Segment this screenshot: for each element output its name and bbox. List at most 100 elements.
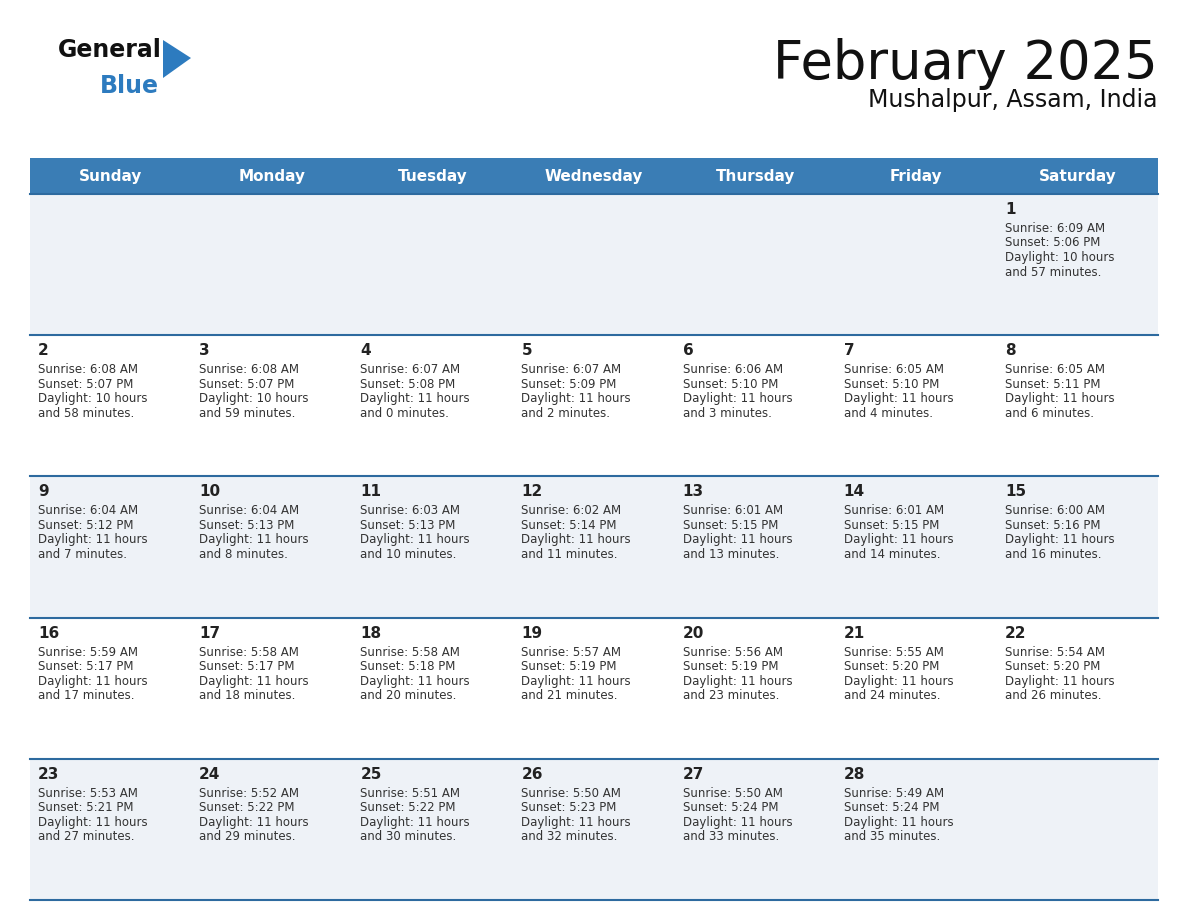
- Text: 11: 11: [360, 485, 381, 499]
- Text: Daylight: 11 hours: Daylight: 11 hours: [843, 392, 953, 405]
- Text: Sunset: 5:13 PM: Sunset: 5:13 PM: [200, 519, 295, 532]
- Text: and 10 minutes.: and 10 minutes.: [360, 548, 456, 561]
- Text: Daylight: 11 hours: Daylight: 11 hours: [843, 533, 953, 546]
- Text: Tuesday: Tuesday: [398, 169, 468, 184]
- Text: Sunrise: 5:59 AM: Sunrise: 5:59 AM: [38, 645, 138, 658]
- Text: Sunset: 5:15 PM: Sunset: 5:15 PM: [843, 519, 939, 532]
- Text: Sunrise: 6:07 AM: Sunrise: 6:07 AM: [522, 364, 621, 376]
- Text: Daylight: 11 hours: Daylight: 11 hours: [360, 675, 470, 688]
- Text: Monday: Monday: [239, 169, 305, 184]
- Text: and 24 minutes.: and 24 minutes.: [843, 689, 940, 702]
- Text: Sunrise: 6:09 AM: Sunrise: 6:09 AM: [1005, 222, 1105, 235]
- Bar: [30, 618, 1158, 759]
- Text: and 32 minutes.: and 32 minutes.: [522, 830, 618, 844]
- Text: Sunset: 5:07 PM: Sunset: 5:07 PM: [200, 377, 295, 391]
- Text: and 57 minutes.: and 57 minutes.: [1005, 265, 1101, 278]
- Text: February 2025: February 2025: [773, 38, 1158, 90]
- Text: and 2 minutes.: and 2 minutes.: [522, 407, 611, 420]
- Text: and 8 minutes.: and 8 minutes.: [200, 548, 287, 561]
- Text: Sunrise: 5:50 AM: Sunrise: 5:50 AM: [522, 787, 621, 800]
- Text: Sunset: 5:10 PM: Sunset: 5:10 PM: [683, 377, 778, 391]
- Text: Sunrise: 6:05 AM: Sunrise: 6:05 AM: [1005, 364, 1105, 376]
- Text: Sunset: 5:20 PM: Sunset: 5:20 PM: [843, 660, 939, 673]
- Text: Sunrise: 6:02 AM: Sunrise: 6:02 AM: [522, 504, 621, 518]
- Text: Daylight: 11 hours: Daylight: 11 hours: [683, 392, 792, 405]
- Text: Daylight: 11 hours: Daylight: 11 hours: [200, 675, 309, 688]
- Text: Sunset: 5:12 PM: Sunset: 5:12 PM: [38, 519, 133, 532]
- Text: Sunrise: 5:58 AM: Sunrise: 5:58 AM: [200, 645, 299, 658]
- Text: Sunrise: 6:04 AM: Sunrise: 6:04 AM: [38, 504, 138, 518]
- Text: and 3 minutes.: and 3 minutes.: [683, 407, 771, 420]
- Bar: [30, 194, 1158, 335]
- Text: Daylight: 11 hours: Daylight: 11 hours: [522, 533, 631, 546]
- Text: 23: 23: [38, 767, 59, 782]
- Text: Daylight: 11 hours: Daylight: 11 hours: [843, 675, 953, 688]
- Text: Daylight: 11 hours: Daylight: 11 hours: [38, 675, 147, 688]
- Text: and 18 minutes.: and 18 minutes.: [200, 689, 296, 702]
- Text: Saturday: Saturday: [1038, 169, 1117, 184]
- Text: Daylight: 11 hours: Daylight: 11 hours: [200, 533, 309, 546]
- Text: Sunrise: 5:52 AM: Sunrise: 5:52 AM: [200, 787, 299, 800]
- Text: 16: 16: [38, 625, 59, 641]
- Text: and 27 minutes.: and 27 minutes.: [38, 830, 134, 844]
- Text: Sunrise: 5:49 AM: Sunrise: 5:49 AM: [843, 787, 943, 800]
- Text: and 4 minutes.: and 4 minutes.: [843, 407, 933, 420]
- Text: Daylight: 10 hours: Daylight: 10 hours: [38, 392, 147, 405]
- Text: Sunrise: 6:06 AM: Sunrise: 6:06 AM: [683, 364, 783, 376]
- Text: Sunrise: 5:58 AM: Sunrise: 5:58 AM: [360, 645, 460, 658]
- Text: Daylight: 11 hours: Daylight: 11 hours: [1005, 392, 1114, 405]
- Text: Daylight: 11 hours: Daylight: 11 hours: [522, 675, 631, 688]
- Text: Daylight: 11 hours: Daylight: 11 hours: [683, 675, 792, 688]
- Text: Daylight: 11 hours: Daylight: 11 hours: [360, 816, 470, 829]
- Text: Daylight: 11 hours: Daylight: 11 hours: [360, 533, 470, 546]
- Text: Daylight: 11 hours: Daylight: 11 hours: [522, 392, 631, 405]
- Text: Sunset: 5:19 PM: Sunset: 5:19 PM: [683, 660, 778, 673]
- Text: Sunset: 5:17 PM: Sunset: 5:17 PM: [200, 660, 295, 673]
- Text: and 16 minutes.: and 16 minutes.: [1005, 548, 1101, 561]
- Text: Sunrise: 6:00 AM: Sunrise: 6:00 AM: [1005, 504, 1105, 518]
- Text: and 11 minutes.: and 11 minutes.: [522, 548, 618, 561]
- Text: Daylight: 11 hours: Daylight: 11 hours: [683, 816, 792, 829]
- Text: 4: 4: [360, 343, 371, 358]
- Text: Blue: Blue: [100, 74, 159, 98]
- Text: Sunrise: 6:08 AM: Sunrise: 6:08 AM: [200, 364, 299, 376]
- Text: 17: 17: [200, 625, 220, 641]
- Text: Daylight: 11 hours: Daylight: 11 hours: [1005, 675, 1114, 688]
- Text: Sunrise: 6:07 AM: Sunrise: 6:07 AM: [360, 364, 461, 376]
- Text: and 30 minutes.: and 30 minutes.: [360, 830, 456, 844]
- Text: 27: 27: [683, 767, 704, 782]
- Text: Sunset: 5:07 PM: Sunset: 5:07 PM: [38, 377, 133, 391]
- Text: 3: 3: [200, 343, 210, 358]
- Bar: [30, 335, 1158, 476]
- Text: Daylight: 11 hours: Daylight: 11 hours: [38, 533, 147, 546]
- Text: Sunrise: 5:51 AM: Sunrise: 5:51 AM: [360, 787, 460, 800]
- Text: Sunset: 5:22 PM: Sunset: 5:22 PM: [200, 801, 295, 814]
- Text: and 21 minutes.: and 21 minutes.: [522, 689, 618, 702]
- Text: Daylight: 11 hours: Daylight: 11 hours: [1005, 533, 1114, 546]
- Text: Sunrise: 6:04 AM: Sunrise: 6:04 AM: [200, 504, 299, 518]
- Text: Sunrise: 5:50 AM: Sunrise: 5:50 AM: [683, 787, 783, 800]
- Text: Daylight: 11 hours: Daylight: 11 hours: [683, 533, 792, 546]
- Text: 2: 2: [38, 343, 49, 358]
- Text: Sunday: Sunday: [78, 169, 143, 184]
- Text: Wednesday: Wednesday: [545, 169, 643, 184]
- Text: Sunset: 5:21 PM: Sunset: 5:21 PM: [38, 801, 133, 814]
- Text: Sunrise: 6:01 AM: Sunrise: 6:01 AM: [683, 504, 783, 518]
- Text: Sunset: 5:14 PM: Sunset: 5:14 PM: [522, 519, 617, 532]
- Text: Sunset: 5:10 PM: Sunset: 5:10 PM: [843, 377, 939, 391]
- Bar: [30, 158, 1158, 194]
- Text: and 20 minutes.: and 20 minutes.: [360, 689, 456, 702]
- Text: Sunset: 5:16 PM: Sunset: 5:16 PM: [1005, 519, 1100, 532]
- Text: and 29 minutes.: and 29 minutes.: [200, 830, 296, 844]
- Text: 14: 14: [843, 485, 865, 499]
- Text: Sunset: 5:24 PM: Sunset: 5:24 PM: [683, 801, 778, 814]
- Text: Sunrise: 6:05 AM: Sunrise: 6:05 AM: [843, 364, 943, 376]
- Text: Sunset: 5:15 PM: Sunset: 5:15 PM: [683, 519, 778, 532]
- Text: Daylight: 11 hours: Daylight: 11 hours: [522, 816, 631, 829]
- Text: and 26 minutes.: and 26 minutes.: [1005, 689, 1101, 702]
- Text: Sunset: 5:09 PM: Sunset: 5:09 PM: [522, 377, 617, 391]
- Text: Sunrise: 5:57 AM: Sunrise: 5:57 AM: [522, 645, 621, 658]
- Text: Daylight: 11 hours: Daylight: 11 hours: [38, 816, 147, 829]
- Text: 6: 6: [683, 343, 694, 358]
- Text: 12: 12: [522, 485, 543, 499]
